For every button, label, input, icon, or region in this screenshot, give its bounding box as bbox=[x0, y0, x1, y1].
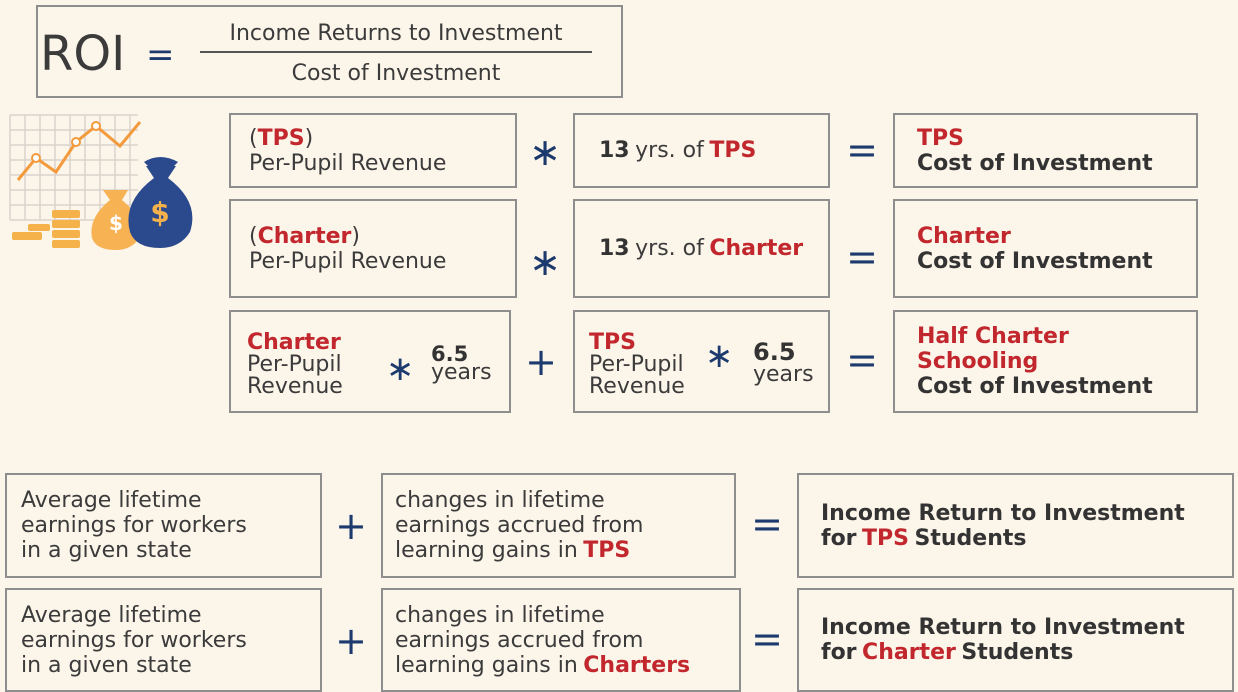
gain-box: changes in lifetime earnings accrued fro… bbox=[381, 473, 736, 578]
denominator: Cost of Investment bbox=[291, 61, 501, 86]
school-type: TPS bbox=[589, 330, 636, 355]
multiply: ∗ bbox=[705, 336, 734, 376]
line: Average lifetime bbox=[21, 488, 202, 513]
text: Students bbox=[961, 640, 1074, 665]
numerator: Income Returns to Investment bbox=[229, 21, 563, 46]
gain-box: changes in lifetime earnings accrued fro… bbox=[381, 588, 741, 692]
result-box: Half Charter Schooling Cost of Investmen… bbox=[893, 310, 1198, 413]
equals: = bbox=[751, 502, 783, 546]
tps-half-box: TPS Per-Pupil Revenue ∗ 6.5 years bbox=[573, 310, 830, 413]
result-box: Income Return to Investment for TPS Studen… bbox=[797, 473, 1234, 578]
line: earnings for workers bbox=[21, 513, 247, 538]
line: earnings for workers bbox=[21, 627, 247, 653]
line: in a given state bbox=[21, 652, 192, 678]
equals: = bbox=[846, 338, 878, 382]
school-type: TPS bbox=[709, 138, 757, 163]
line: earnings accrued from bbox=[395, 627, 644, 653]
label: Per-Pupil Revenue bbox=[249, 150, 447, 176]
school-type: Charter bbox=[247, 330, 341, 355]
plus: + bbox=[335, 619, 367, 663]
roi-label: ROI bbox=[40, 26, 126, 82]
label: Per-Pupil bbox=[247, 352, 342, 377]
label: Per-Pupil bbox=[589, 352, 684, 377]
years-box: 13 yrs. of Charter bbox=[573, 199, 830, 298]
text: learning gains in bbox=[395, 652, 578, 678]
school-type: Charter bbox=[709, 236, 804, 261]
years-unit: years bbox=[431, 360, 492, 385]
base-earnings-box: Average lifetime earnings for workers in… bbox=[5, 473, 322, 578]
line: changes in lifetime bbox=[395, 488, 605, 513]
line: for TPS Students bbox=[821, 526, 1232, 551]
text: yrs. of bbox=[635, 138, 704, 163]
line: (Charter) bbox=[249, 224, 515, 249]
label: Revenue bbox=[589, 374, 685, 399]
line: learning gains in TPS bbox=[395, 538, 734, 563]
text: ( bbox=[249, 223, 258, 249]
years: 6.5 bbox=[753, 338, 796, 366]
text: ) bbox=[304, 125, 314, 151]
multiply: ∗ bbox=[529, 240, 561, 284]
school-type: Charters bbox=[583, 652, 691, 678]
roi-equals: = bbox=[146, 35, 175, 75]
plus: + bbox=[335, 504, 367, 548]
label: Cost of Investment bbox=[917, 248, 1153, 274]
per-pupil-box: (TPS) Per-Pupil Revenue bbox=[229, 113, 517, 188]
label: Cost of Investment bbox=[917, 150, 1153, 176]
text: for bbox=[821, 525, 857, 551]
label: Revenue bbox=[247, 374, 343, 399]
line: (TPS) bbox=[249, 126, 515, 151]
school-type: TPS bbox=[583, 538, 631, 563]
years-box: 13 yrs. of TPS bbox=[573, 113, 830, 188]
label: Per-Pupil Revenue bbox=[249, 248, 447, 274]
text: for bbox=[821, 640, 857, 665]
school-type: Charter bbox=[862, 640, 956, 665]
line: in a given state bbox=[21, 538, 192, 563]
text: ( bbox=[249, 125, 258, 151]
school-type: TPS bbox=[862, 525, 910, 551]
line: 13 yrs. of TPS bbox=[599, 138, 828, 163]
school-type: TPS bbox=[257, 125, 305, 151]
text: yrs. of bbox=[635, 236, 704, 261]
equals: = bbox=[846, 128, 878, 172]
line: learning gains in Charters bbox=[395, 653, 739, 678]
equals: = bbox=[846, 235, 878, 279]
per-pupil-box: (Charter) Per-Pupil Revenue bbox=[229, 199, 517, 298]
base-earnings-box: Average lifetime earnings for workers in… bbox=[5, 588, 322, 692]
investment-icon: $ $ bbox=[9, 114, 193, 250]
school-type: Half Charter Schooling bbox=[917, 324, 1069, 374]
line: changes in lifetime bbox=[395, 602, 605, 628]
line: Average lifetime bbox=[21, 602, 202, 628]
svg-text:$: $ bbox=[109, 211, 123, 235]
line: earnings accrued from bbox=[395, 513, 644, 538]
result-box: Charter Cost of Investment bbox=[893, 199, 1198, 298]
school-type: TPS bbox=[917, 125, 964, 151]
label: Income Return to Investment bbox=[821, 615, 1185, 640]
text: Students bbox=[914, 525, 1027, 551]
line: 13 yrs. of Charter bbox=[599, 236, 828, 261]
years: 13 bbox=[599, 236, 630, 261]
line: for Charter Students bbox=[821, 640, 1232, 665]
school-type: Charter bbox=[917, 223, 1011, 249]
plus: + bbox=[525, 340, 557, 384]
multiply: ∗ bbox=[386, 349, 415, 389]
result-box: TPS Cost of Investment bbox=[893, 113, 1198, 188]
years: 13 bbox=[599, 138, 630, 163]
svg-text:$: $ bbox=[150, 196, 169, 229]
text: learning gains in bbox=[395, 538, 578, 563]
school-type: Charter bbox=[257, 223, 352, 249]
charter-half-box: Charter Per-Pupil Revenue ∗ 6.5 years bbox=[229, 310, 511, 413]
roi-formula-box: ROI = Income Returns to Investment Cost … bbox=[36, 5, 623, 98]
result-box: Income Return to Investment for Charter St… bbox=[797, 588, 1234, 692]
equals: = bbox=[751, 617, 783, 661]
label: Income Return to Investment bbox=[821, 500, 1185, 526]
years: 6.5 bbox=[431, 342, 469, 366]
label: Cost of Investment bbox=[917, 374, 1153, 399]
multiply: ∗ bbox=[529, 130, 561, 174]
years-unit: years bbox=[753, 362, 814, 387]
text: ) bbox=[351, 223, 360, 249]
fraction-bar bbox=[200, 51, 592, 53]
